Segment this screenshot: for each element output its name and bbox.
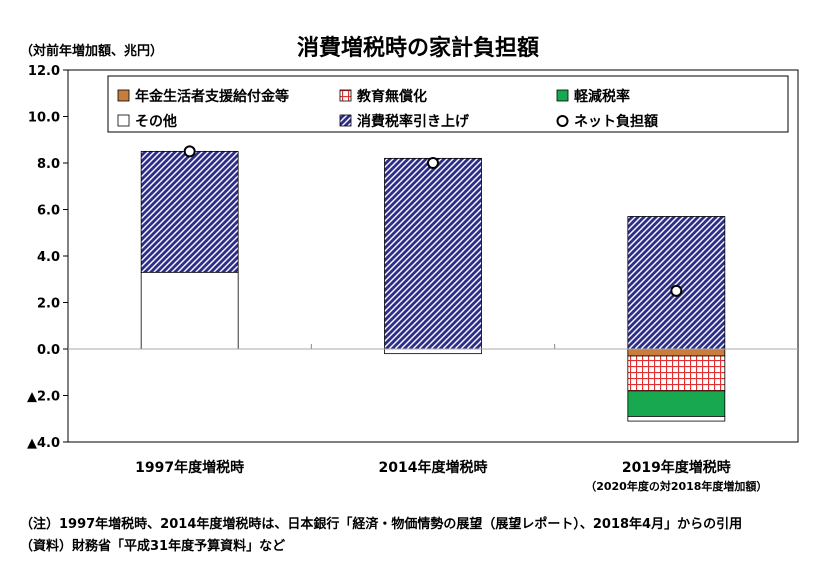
legend-swatch	[117, 89, 130, 102]
bar-消費税率引き上げ	[627, 216, 726, 350]
legend-label: 軽減税率	[574, 88, 630, 105]
legend-label: 教育無償化	[357, 88, 427, 105]
source-note: （資料）財務省「平成31年度予算資料」など	[20, 539, 286, 554]
net-marker	[183, 145, 196, 158]
legend-label: 年金生活者支援給付金等	[135, 88, 289, 105]
bar-軽減税率	[627, 390, 726, 417]
legend-swatch	[339, 89, 352, 102]
y-tick-label: 6.0	[37, 204, 60, 219]
footnote: （注）1997年増税時、2014年度増税時は、日本銀行「経済・物価情勢の展望（展…	[20, 517, 743, 532]
bar-消費税率引き上げ	[140, 150, 239, 273]
bar-その他	[140, 271, 239, 350]
legend-swatch	[556, 115, 569, 127]
unit-label: （対前年増加額、兆円）	[20, 44, 164, 59]
legend-swatch	[556, 89, 569, 102]
x-category-label: 2019年度増税時	[622, 459, 731, 476]
legend-frame	[107, 75, 789, 133]
y-tick-label: 10.0	[28, 111, 60, 126]
y-tick-label: ▲4.0	[27, 436, 60, 451]
bar-教育無償化	[627, 355, 726, 392]
bar-消費税率引き上げ	[384, 157, 482, 350]
net-marker	[670, 284, 683, 297]
x-category-label: 2014年度増税時	[379, 459, 488, 476]
y-tick-label: 8.0	[37, 157, 60, 172]
y-tick-label: ▲2.0	[27, 390, 60, 405]
legend-label: 消費税率引き上げ	[357, 113, 470, 130]
y-tick-label: 2.0	[37, 297, 60, 312]
chart-title: 消費増税時の家計負担額	[296, 36, 539, 61]
bar-その他	[384, 348, 482, 355]
bar-その他	[627, 416, 726, 422]
y-tick-label: 12.0	[28, 64, 60, 79]
legend-label: ネット負担額	[574, 113, 658, 130]
y-tick-label: 0.0	[37, 343, 60, 358]
x-category-sublabel: （2020年度の対2018年度増加額）	[585, 479, 767, 493]
legend-swatch	[117, 114, 130, 127]
x-category-label: 1997年度増税時	[135, 459, 244, 476]
bar-年金生活者支援給付金等	[627, 348, 726, 357]
net-marker	[427, 157, 439, 169]
y-tick-label: 4.0	[37, 250, 60, 265]
legend-label: その他	[135, 113, 177, 130]
legend-swatch	[339, 114, 352, 127]
